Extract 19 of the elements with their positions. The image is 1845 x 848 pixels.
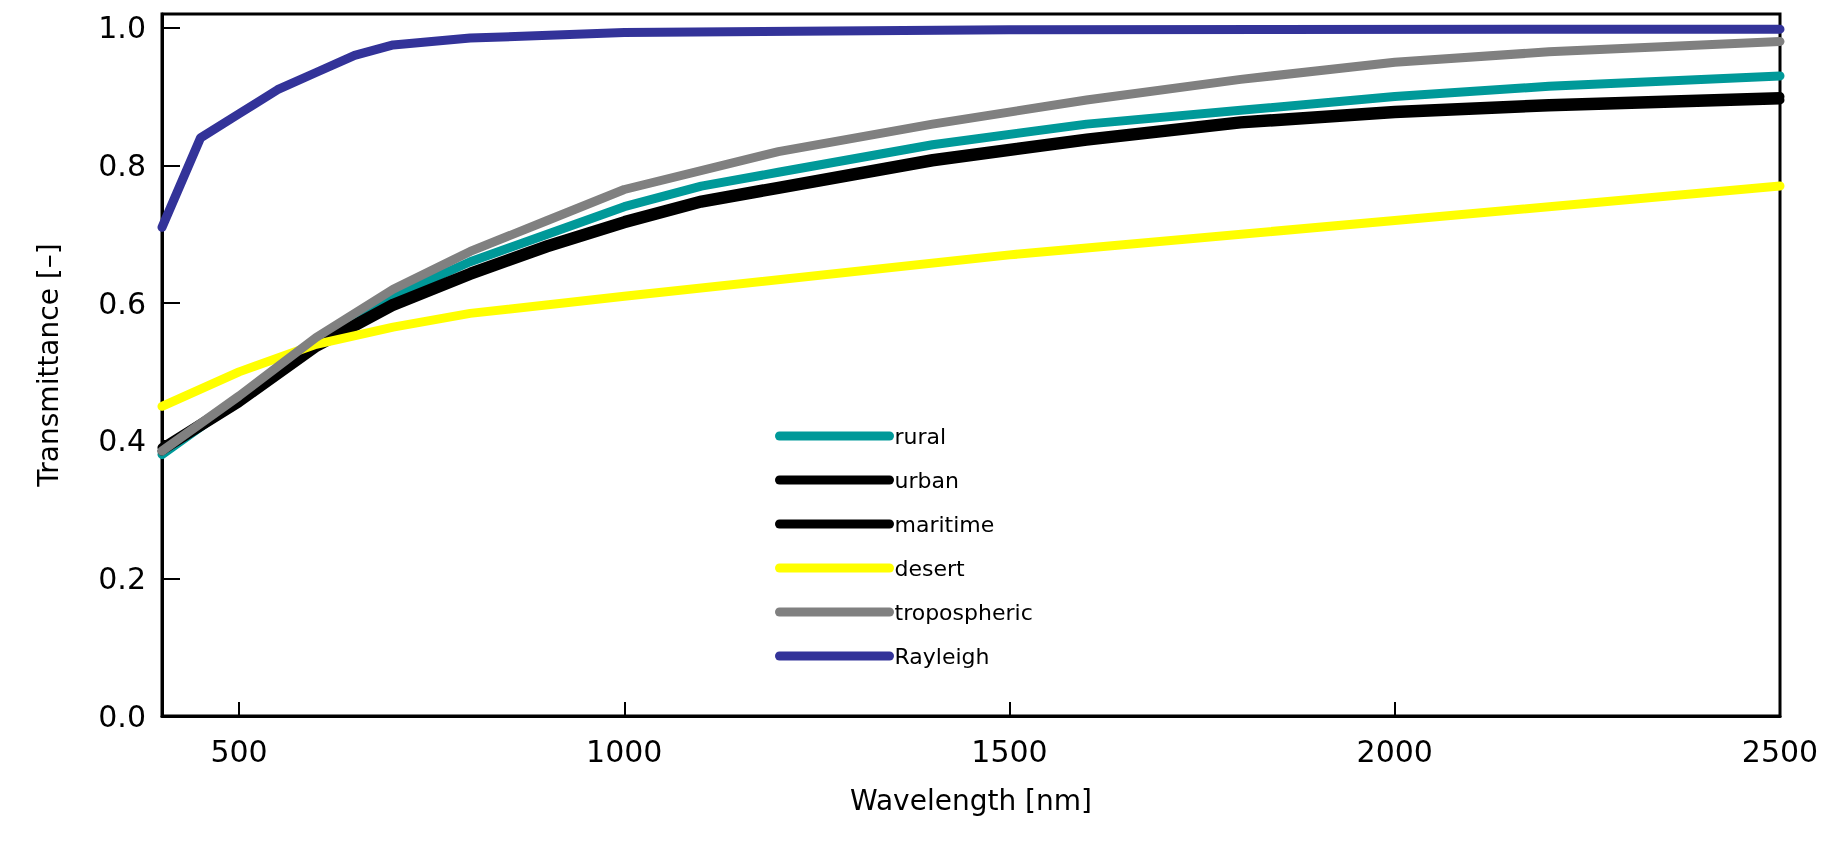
legend-label: tropospheric — [894, 599, 1033, 625]
y-tick-label: 1.0 — [98, 10, 146, 46]
x-tick-label: 500 — [210, 733, 268, 769]
legend-label: urban — [894, 467, 959, 493]
x-tick-label: 1500 — [971, 733, 1048, 769]
y-tick-label: 0.8 — [98, 147, 146, 183]
x-tick-label: 2500 — [1741, 733, 1819, 769]
legend-label: maritime — [894, 511, 995, 537]
legend-label: rural — [894, 423, 947, 449]
y-tick-label: 0.0 — [98, 698, 146, 734]
y-tick-label: 0.2 — [98, 560, 146, 596]
y-axis-title: Transmittance [–] — [31, 243, 65, 488]
legend-label: desert — [894, 555, 966, 581]
x-tick-label: 1000 — [586, 733, 663, 769]
x-axis-title: Wavelength [nm] — [850, 783, 1092, 817]
y-tick-label: 0.6 — [98, 285, 146, 321]
y-tick-label: 0.4 — [98, 423, 146, 459]
legend-label: Rayleigh — [894, 643, 990, 669]
x-tick-label: 2000 — [1356, 733, 1433, 769]
